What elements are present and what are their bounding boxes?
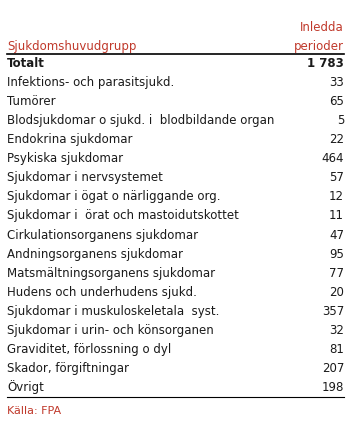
Text: Graviditet, förlossning o dyl: Graviditet, förlossning o dyl xyxy=(7,343,171,356)
Text: Sjukdomshuvudgrupp: Sjukdomshuvudgrupp xyxy=(7,39,136,53)
Text: 198: 198 xyxy=(322,381,344,394)
Text: Hudens och underhudens sjukd.: Hudens och underhudens sjukd. xyxy=(7,286,197,298)
Text: Sjukdomar i  örat och mastoidutskottet: Sjukdomar i örat och mastoidutskottet xyxy=(7,209,239,223)
Text: Matsmältningsorganens sjukdomar: Matsmältningsorganens sjukdomar xyxy=(7,267,215,279)
Text: 1 783: 1 783 xyxy=(307,57,344,70)
Text: Sjukdomar i nervsystemet: Sjukdomar i nervsystemet xyxy=(7,171,163,184)
Text: 22: 22 xyxy=(329,133,344,146)
Text: Sjukdomar i muskuloskeletala  syst.: Sjukdomar i muskuloskeletala syst. xyxy=(7,305,219,318)
Text: 95: 95 xyxy=(329,248,344,261)
Text: 65: 65 xyxy=(329,95,344,108)
Text: 207: 207 xyxy=(322,362,344,375)
Text: 20: 20 xyxy=(329,286,344,298)
Text: 11: 11 xyxy=(329,209,344,223)
Text: 81: 81 xyxy=(329,343,344,356)
Text: 32: 32 xyxy=(329,324,344,337)
Text: 47: 47 xyxy=(329,229,344,242)
Text: Cirkulationsorganens sjukdomar: Cirkulationsorganens sjukdomar xyxy=(7,229,198,242)
Text: Andningsorganens sjukdomar: Andningsorganens sjukdomar xyxy=(7,248,183,261)
Text: Sjukdomar i urin- och könsorganen: Sjukdomar i urin- och könsorganen xyxy=(7,324,214,337)
Text: Totalt: Totalt xyxy=(7,57,45,70)
Text: 57: 57 xyxy=(329,171,344,184)
Text: 464: 464 xyxy=(322,152,344,165)
Text: 12: 12 xyxy=(329,190,344,204)
Text: 357: 357 xyxy=(322,305,344,318)
Text: Blodsjukdomar o sjukd. i  blodbildande organ: Blodsjukdomar o sjukd. i blodbildande or… xyxy=(7,114,274,127)
Text: Skador, förgiftningar: Skador, förgiftningar xyxy=(7,362,129,375)
Text: Endokrina sjukdomar: Endokrina sjukdomar xyxy=(7,133,132,146)
Text: 5: 5 xyxy=(337,114,344,127)
Text: Psykiska sjukdomar: Psykiska sjukdomar xyxy=(7,152,123,165)
Text: Sjukdomar i ögat o närliggande org.: Sjukdomar i ögat o närliggande org. xyxy=(7,190,220,204)
Text: Inledda: Inledda xyxy=(300,21,344,34)
Text: 77: 77 xyxy=(329,267,344,279)
Text: Övrigt: Övrigt xyxy=(7,380,44,394)
Text: Källa: FPA: Källa: FPA xyxy=(7,407,61,416)
Text: Tumörer: Tumörer xyxy=(7,95,55,108)
Text: perioder: perioder xyxy=(294,39,344,53)
Text: Infektions- och parasitsjukd.: Infektions- och parasitsjukd. xyxy=(7,76,174,89)
Text: 33: 33 xyxy=(329,76,344,89)
